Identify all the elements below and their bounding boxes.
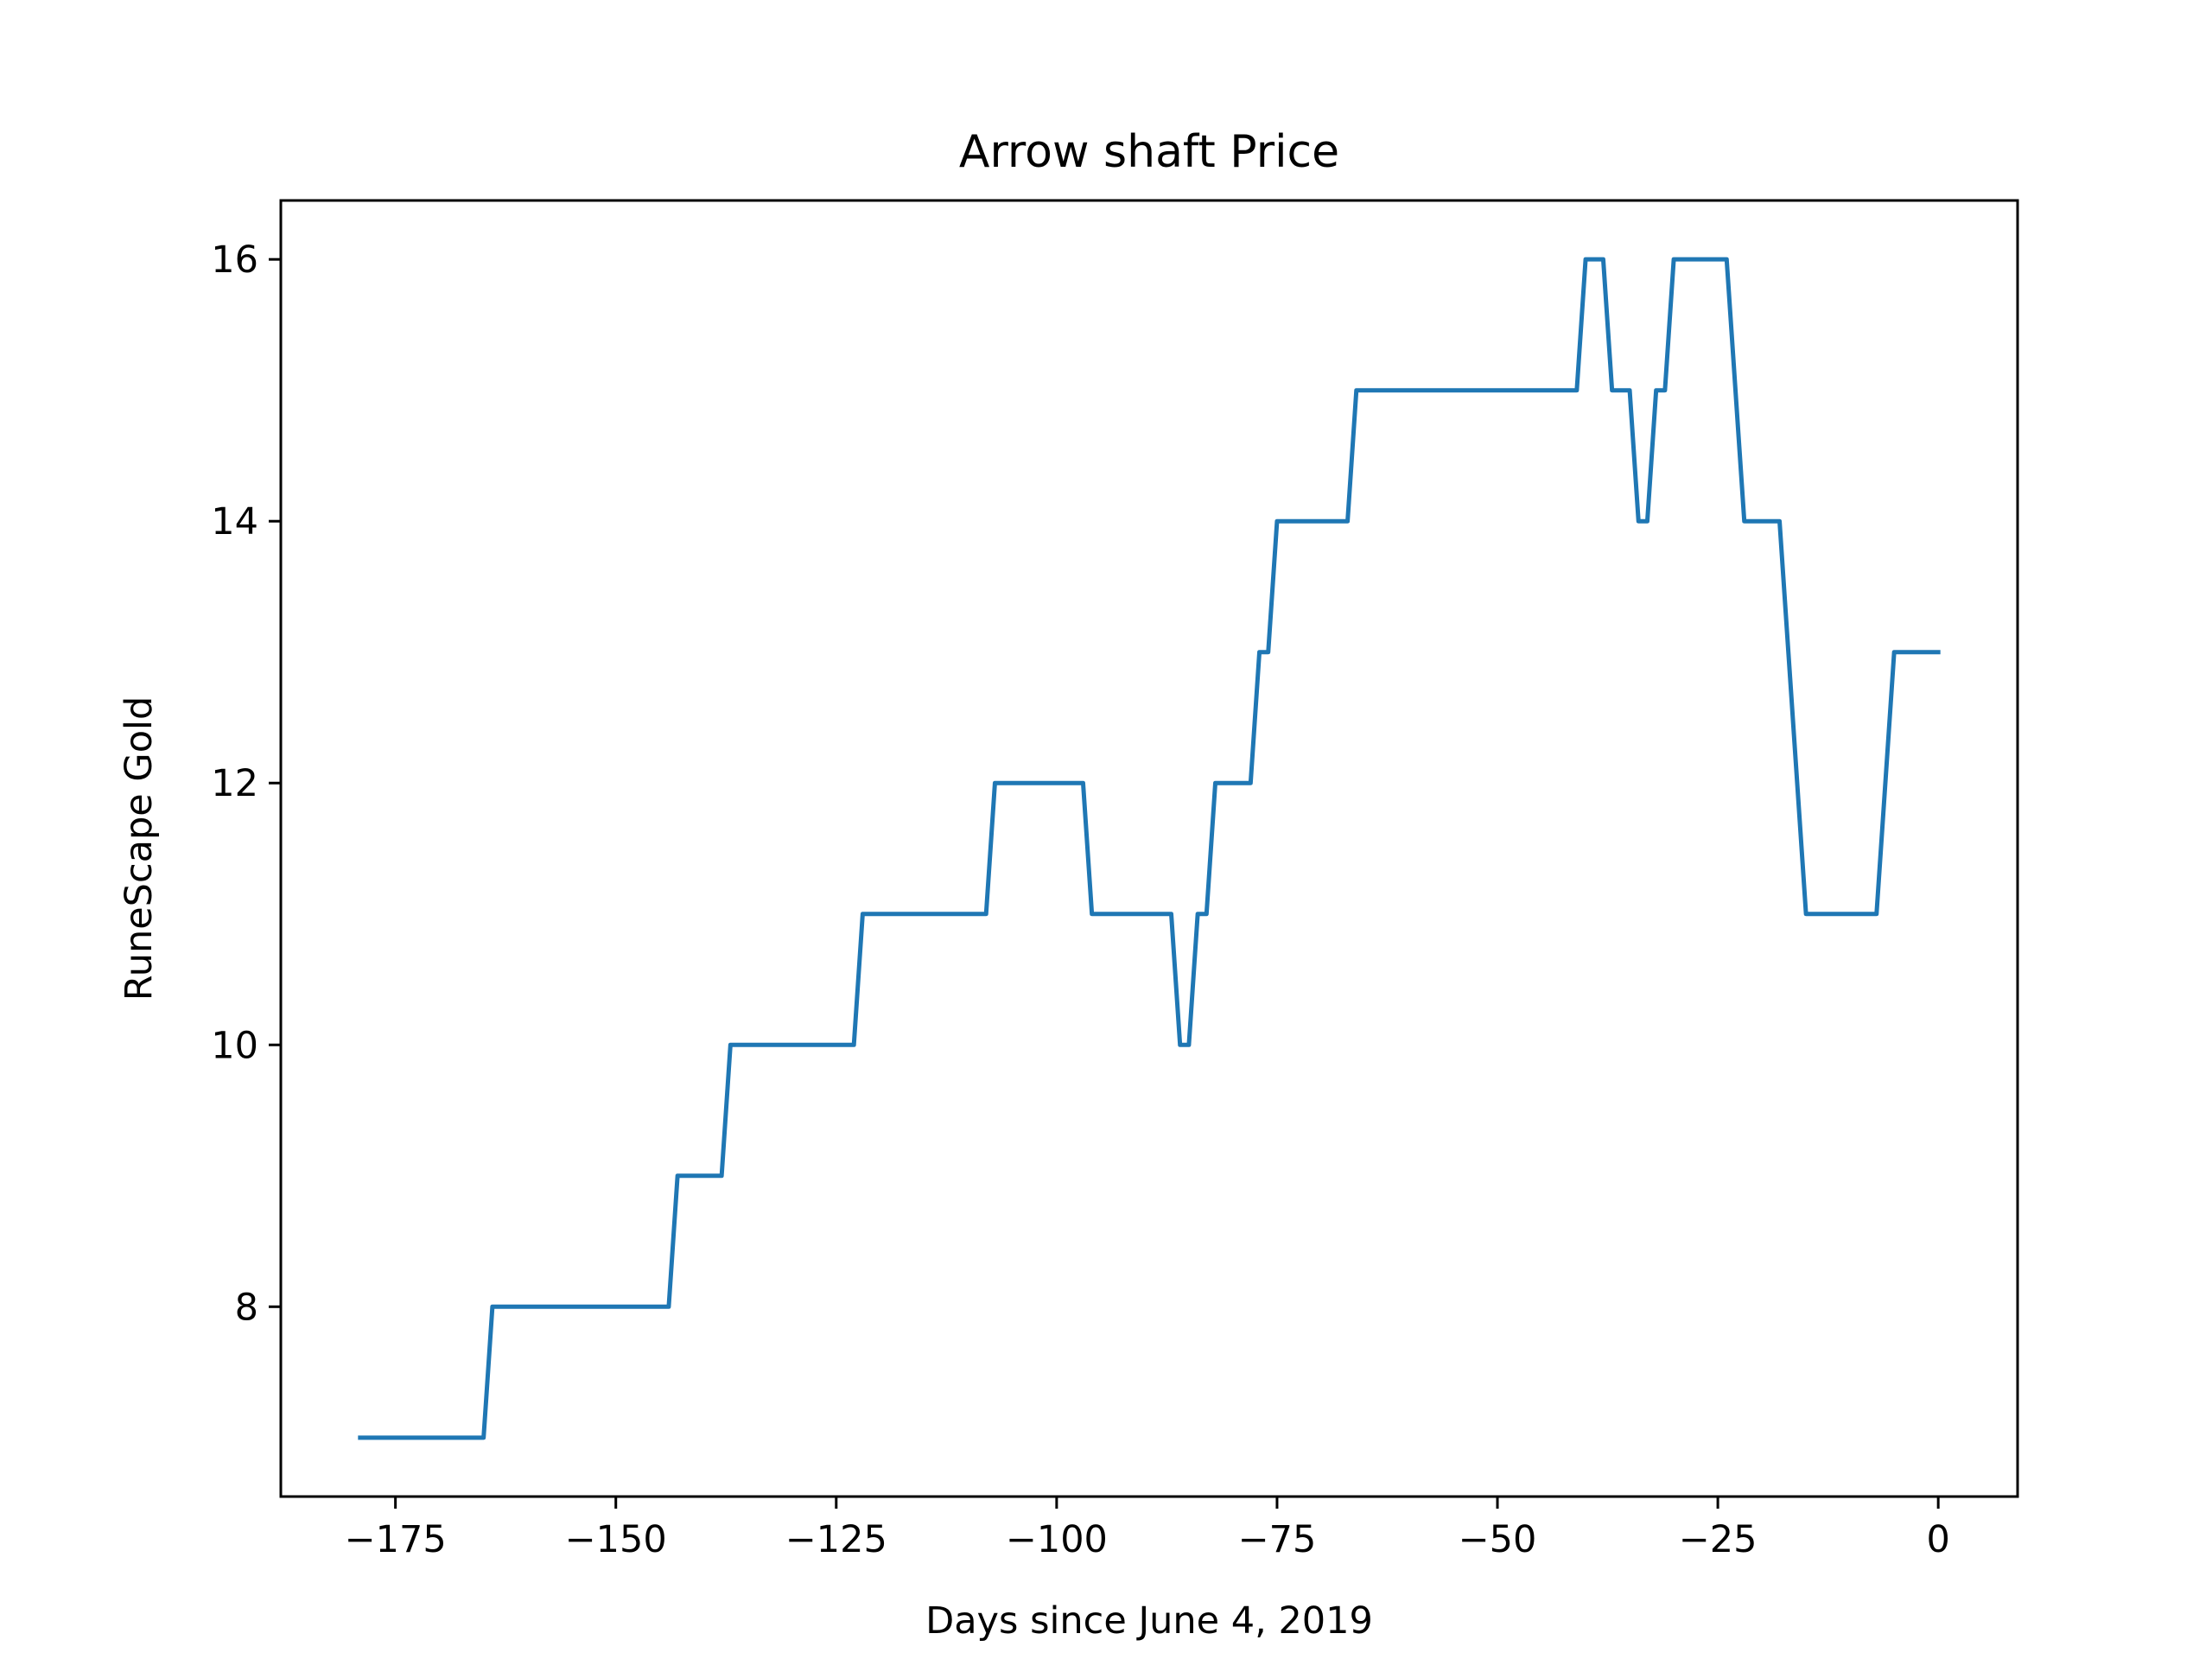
y-tick-label: 8: [235, 1286, 258, 1329]
x-axis: −175 −150 −125 −100 −75 −50 −25 0: [345, 1497, 1950, 1561]
x-tick-label: 0: [1926, 1518, 1949, 1561]
x-axis-title: Days since June 4, 2019: [925, 1599, 1373, 1643]
x-tick-label: −75: [1238, 1518, 1317, 1561]
chart-title: Arrow shaft Price: [959, 126, 1339, 178]
x-tick-label: −100: [1006, 1518, 1108, 1561]
series-line-0: [358, 257, 1941, 1440]
plot-frame: [279, 199, 2019, 1498]
y-axis: 8 10 12 14 16: [211, 238, 281, 1329]
y-axis-title: RuneScape Gold: [118, 696, 161, 1001]
x-tick-label: −50: [1459, 1518, 1537, 1561]
y-tick-label: 10: [211, 1024, 258, 1067]
x-tick-label: −125: [785, 1518, 887, 1561]
x-tick-label: −175: [345, 1518, 447, 1561]
y-tick-label: 12: [211, 762, 258, 805]
plot-layer: [358, 257, 1941, 1440]
y-tick-label: 14: [211, 500, 258, 543]
x-tick-label: −150: [565, 1518, 667, 1561]
y-tick-label: 16: [211, 238, 258, 282]
x-tick-label: −25: [1679, 1518, 1758, 1561]
